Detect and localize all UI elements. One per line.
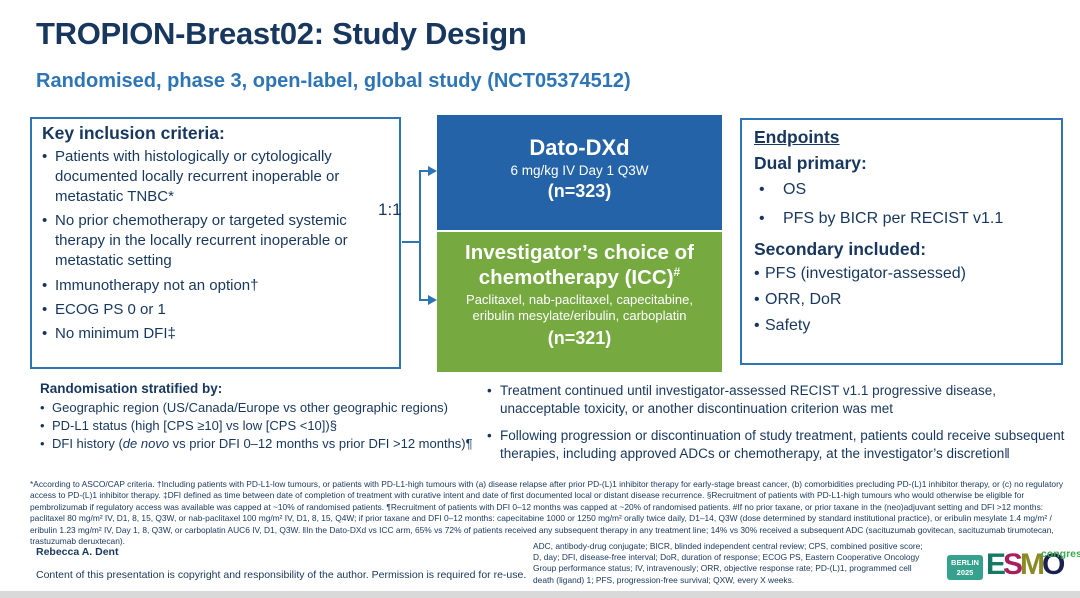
slide-bottom-edge xyxy=(0,591,1080,598)
abbreviations-text: ADC, antibody-drug conjugate; BICR, blin… xyxy=(533,541,923,585)
connector-top-line xyxy=(421,170,429,172)
congress-label: congress xyxy=(1041,548,1080,560)
dual-primary-list: OS PFS by BICR per RECIST v1.1 xyxy=(754,181,1049,228)
icc-arm-n: (n=321) xyxy=(547,327,612,348)
footnotes-text: *According to ASCO/CAP criteria. †Includ… xyxy=(30,479,1064,547)
connector-stem-line xyxy=(402,241,420,243)
inclusion-heading: Key inclusion criteria: xyxy=(42,123,225,143)
dato-arm-dose: 6 mg/kg IV Day 1 Q3W xyxy=(510,163,649,179)
inclusion-bullet: ECOG PS 0 or 1 xyxy=(42,300,389,320)
presenter-name: Rebecca A. Dent xyxy=(36,546,119,558)
treatment-notes-section: Treatment continued until investigator-a… xyxy=(487,382,1069,472)
endpoint-item: OS xyxy=(754,181,1049,199)
copyright-text: Content of this presentation is copyrigh… xyxy=(36,569,527,581)
secondary-list: PFS (investigator-assessed) ORR, DoR Safet… xyxy=(754,265,1049,335)
arrow-right-icon xyxy=(428,295,437,305)
inclusion-bullet: No prior chemotherapy or targeted system… xyxy=(42,211,389,271)
connector-bottom-line xyxy=(421,299,429,301)
icc-arm-title: Investigator’s choice of chemotherapy (I… xyxy=(465,241,694,290)
randomisation-ratio-label: 1:1 xyxy=(378,200,402,219)
treatment-notes-list: Treatment continued until investigator-a… xyxy=(487,382,1069,463)
endpoints-box: Endpoints Dual primary: OS PFS by BICR pe… xyxy=(740,118,1063,365)
stratification-heading: Randomisation stratified by: xyxy=(40,381,223,396)
endpoint-item: Safety xyxy=(754,317,1049,335)
arrow-right-icon xyxy=(428,166,437,176)
arm-icc-box: Investigator’s choice of chemotherapy (I… xyxy=(437,232,722,372)
dato-arm-name: Dato-DXd xyxy=(529,135,630,160)
esmo-congress-logo: BERLIN 2025 ESMO congress xyxy=(933,547,1080,591)
inclusion-bullet: Patients with histologically or cytologi… xyxy=(42,147,389,207)
endpoint-item: PFS by BICR per RECIST v1.1 xyxy=(754,210,1049,228)
inclusion-criteria-box: Key inclusion criteria: Patients with hi… xyxy=(30,117,401,369)
stratification-section: Randomisation stratified by: Geographic … xyxy=(40,381,490,454)
dual-primary-heading: Dual primary: xyxy=(754,153,867,173)
esmo-berlin-badge: BERLIN 2025 xyxy=(947,555,983,580)
treatment-note-bullet: Following progression or discontinuation… xyxy=(487,427,1069,463)
dato-arm-n: (n=323) xyxy=(547,181,612,202)
arm-dato-dxd-box: Dato-DXd 6 mg/kg IV Day 1 Q3W (n=323) xyxy=(437,115,722,230)
icc-footnote-marker: # xyxy=(673,265,681,280)
page-title: TROPION-Breast02: Study Design xyxy=(36,16,527,51)
treatment-note-bullet: Treatment continued until investigator-a… xyxy=(487,382,1069,418)
secondary-heading: Secondary included: xyxy=(754,239,927,259)
stratification-bullet: PD-L1 status (high [CPS ≥10] vs low [CPS… xyxy=(40,417,490,435)
inclusion-bullet: Immunotherapy not an option† xyxy=(42,276,389,296)
endpoints-heading: Endpoints xyxy=(754,127,840,147)
stratification-bullet: Geographic region (US/Canada/Europe vs o… xyxy=(40,399,490,417)
icc-arm-drugs: Paclitaxel, nab-paclitaxel, capecitabine… xyxy=(466,292,693,324)
stratification-bullet: DFI history (de novo vs prior DFI 0–12 m… xyxy=(40,435,490,453)
inclusion-list: Patients with histologically or cytologi… xyxy=(42,147,389,344)
endpoint-item: PFS (investigator-assessed) xyxy=(754,265,1049,283)
connector-vertical-line xyxy=(419,170,421,301)
esmo-wordmark: ESMO xyxy=(986,548,1065,581)
page-subtitle: Randomised, phase 3, open-label, global … xyxy=(36,70,631,92)
inclusion-bullet: No minimum DFI‡ xyxy=(42,324,389,344)
endpoint-item: ORR, DoR xyxy=(754,291,1049,309)
stratification-list: Geographic region (US/Canada/Europe vs o… xyxy=(40,399,490,454)
